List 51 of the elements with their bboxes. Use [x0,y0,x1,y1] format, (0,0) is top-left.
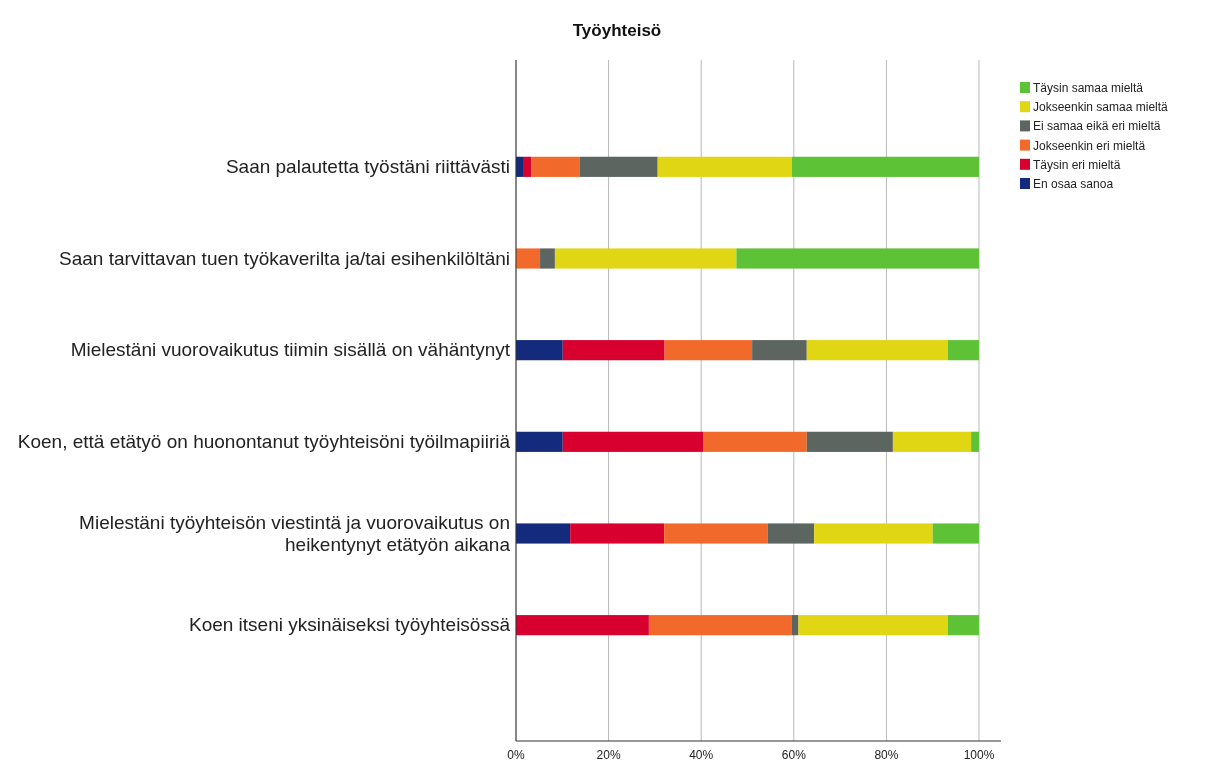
x-tick-label: 40% [689,748,714,762]
bar [971,431,979,452]
bar [516,340,563,361]
bar [752,340,807,361]
bar [562,431,704,452]
bar [562,340,665,361]
legend-label: En osaa sanoa [1033,177,1114,191]
bar [516,523,571,544]
x-tick-label: 80% [874,748,899,762]
bar [932,523,979,544]
bar [892,431,972,452]
y-tick-label: Koen, että etätyö on huonontanut työyhteisöni työilmapiiriä [17,430,511,452]
y-tick-label: Saan tarvittavan tuen työkaverilta ja/tai esihenkilöltäni [59,247,510,269]
x-tick-label: 100% [963,748,995,762]
bar [540,248,555,269]
bar [516,248,541,269]
x-tick-label: 20% [596,748,621,762]
legend-label: Täysin samaa mieltä [1033,81,1144,95]
x-tick-label: 0% [507,748,525,762]
chart-title: Työyhteisö [572,21,662,40]
bar [791,156,979,177]
bar [648,615,792,636]
bar [554,248,737,269]
bar [947,340,979,361]
bar [579,156,658,177]
y-tick-label: Mielestäni vuorovaikutus tiimin sisällä on vähäntynyt [70,339,511,361]
bar [516,615,649,636]
y-tick-label: Mielestäni työyhteisön viestintä ja vuorovaikutus on heikentynyt etätyön aikana [79,511,511,555]
bar [806,431,893,452]
legend-label: Jokseenkin samaa mieltä [1033,100,1169,115]
bar [798,615,948,636]
legend-label: Jokseenkin eri mieltä [1033,138,1146,153]
y-tick-label: Koen itseni yksinäiseksi työyhteisössä [188,614,511,636]
legend-label: Täysin eri mieltä [1033,157,1121,172]
bar [523,156,532,177]
bar [736,248,979,269]
x-tick-label: 60% [781,748,807,762]
bar [703,431,807,452]
bar [664,340,753,361]
bar [947,615,979,636]
bar [664,523,768,544]
y-tick-label: Saan palautetta työstäni riittävästi [225,155,510,177]
bar [791,615,799,636]
bar [531,156,580,177]
bar [570,523,665,544]
legend-label: Ei samaa eikä eri mieltä [1033,119,1161,134]
bar [657,156,792,177]
bar [516,431,563,452]
bar [814,523,933,544]
bar [806,340,948,361]
bar [767,523,815,544]
